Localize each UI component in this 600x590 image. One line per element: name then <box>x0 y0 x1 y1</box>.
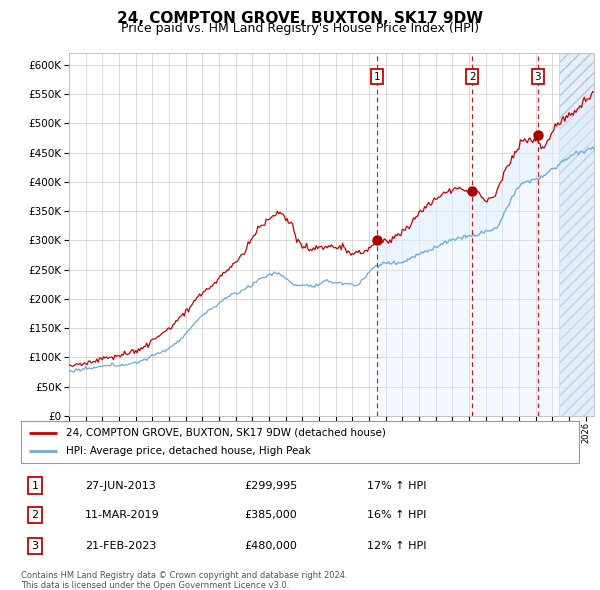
Text: 24, COMPTON GROVE, BUXTON, SK17 9DW: 24, COMPTON GROVE, BUXTON, SK17 9DW <box>117 11 483 25</box>
Text: HPI: Average price, detached house, High Peak: HPI: Average price, detached house, High… <box>65 446 311 456</box>
Text: Price paid vs. HM Land Registry's House Price Index (HPI): Price paid vs. HM Land Registry's House … <box>121 22 479 35</box>
Text: 3: 3 <box>31 541 38 551</box>
Text: 1: 1 <box>31 481 38 490</box>
Bar <box>559 53 594 416</box>
Text: 12% ↑ HPI: 12% ↑ HPI <box>367 541 427 551</box>
Text: £385,000: £385,000 <box>244 510 297 520</box>
Text: 3: 3 <box>535 72 541 81</box>
Text: £299,995: £299,995 <box>244 481 298 490</box>
Text: 24, COMPTON GROVE, BUXTON, SK17 9DW (detached house): 24, COMPTON GROVE, BUXTON, SK17 9DW (det… <box>65 428 386 438</box>
Text: 17% ↑ HPI: 17% ↑ HPI <box>367 481 427 490</box>
Text: £480,000: £480,000 <box>244 541 297 551</box>
Text: 2: 2 <box>469 72 475 81</box>
Text: 1: 1 <box>374 72 380 81</box>
Text: 21-FEB-2023: 21-FEB-2023 <box>85 541 157 551</box>
Text: 16% ↑ HPI: 16% ↑ HPI <box>367 510 427 520</box>
Text: Contains HM Land Registry data © Crown copyright and database right 2024.
This d: Contains HM Land Registry data © Crown c… <box>21 571 347 590</box>
Text: 27-JUN-2013: 27-JUN-2013 <box>85 481 156 490</box>
Text: 11-MAR-2019: 11-MAR-2019 <box>85 510 160 520</box>
Text: 2: 2 <box>31 510 38 520</box>
